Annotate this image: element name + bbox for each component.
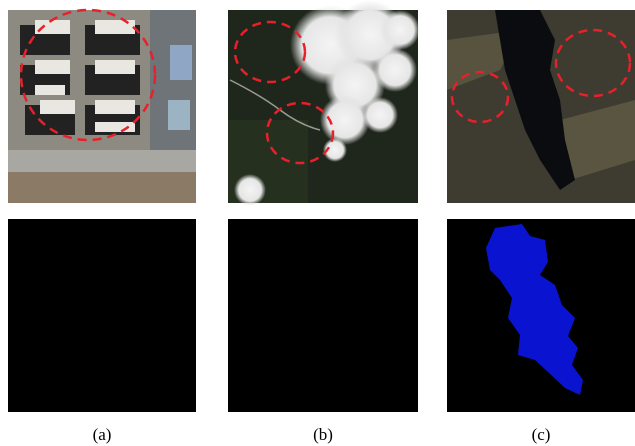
mask-c bbox=[447, 219, 635, 412]
image-b bbox=[228, 0, 420, 206]
panel-label: (b) bbox=[313, 425, 333, 444]
mask-b bbox=[228, 219, 418, 412]
panel-label: (c) bbox=[532, 425, 551, 444]
panel-label: (a) bbox=[93, 425, 112, 444]
figure: (a) (b) (c) bbox=[0, 0, 635, 446]
image-c bbox=[447, 10, 635, 203]
mask-a bbox=[8, 219, 196, 412]
image-a bbox=[8, 10, 196, 203]
